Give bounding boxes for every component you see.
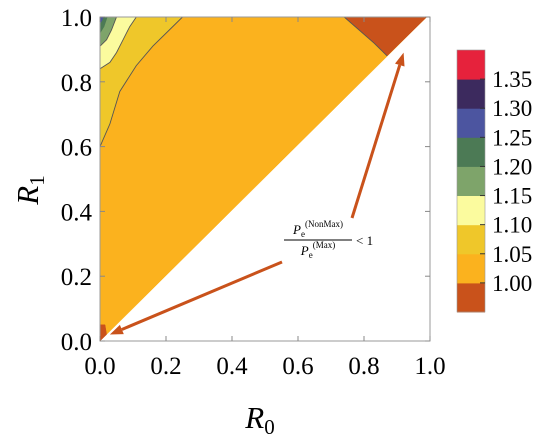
contour-regions bbox=[100, 17, 428, 341]
ratio-relation: < 1 bbox=[356, 233, 373, 248]
plot-frame bbox=[99, 16, 431, 342]
numerator-sup: (NonMax) bbox=[305, 219, 343, 229]
x-tick-label: 0.4 bbox=[216, 353, 248, 380]
x-tick-label: 0.0 bbox=[84, 353, 115, 380]
x-tick-label: 0.2 bbox=[150, 353, 181, 380]
ratio-annotation: Pe(NonMax) Pe(Max) < 1 bbox=[109, 52, 405, 335]
colorbar-label: 1.00 bbox=[492, 271, 532, 296]
x-axis-title: R0 bbox=[244, 400, 274, 439]
y-tick-label: 1.0 bbox=[61, 5, 92, 32]
y-tick-label: 0.8 bbox=[61, 70, 92, 97]
colorbar-swatch bbox=[457, 195, 485, 226]
y-tick-label: 0.4 bbox=[61, 199, 93, 226]
colorbar-swatch bbox=[457, 137, 485, 167]
x-tick-label: 1.0 bbox=[414, 353, 445, 380]
y-axis-title-base: R bbox=[10, 186, 45, 206]
y-tick-label: 0.0 bbox=[61, 329, 92, 356]
colorbar-label: 1.30 bbox=[492, 96, 532, 121]
colorbar-label: 1.10 bbox=[492, 213, 532, 238]
colorbar-swatch bbox=[457, 282, 485, 313]
denominator-sub: e bbox=[309, 250, 313, 260]
contour-line-1 bbox=[100, 17, 137, 70]
numerator-sub: e bbox=[301, 229, 305, 239]
contour-line-0 bbox=[100, 17, 183, 147]
numerator-base: P bbox=[292, 222, 301, 237]
contour-region-0 bbox=[100, 17, 428, 341]
colorbar-swatch bbox=[457, 224, 485, 255]
contour-region-4 bbox=[100, 17, 108, 34]
colorbar-swatch bbox=[457, 253, 485, 284]
y-axis-title-sub: 1 bbox=[25, 175, 49, 186]
x-axis-ticks: 0.0 0.2 0.4 0.6 0.8 1.0 bbox=[84, 17, 446, 380]
x-axis-title-sub: 0 bbox=[264, 415, 275, 439]
colorbar-swatch bbox=[457, 166, 485, 196]
annotation-arrows bbox=[109, 52, 405, 335]
colorbar-label: 1.05 bbox=[492, 242, 532, 267]
colorbar-label: 1.20 bbox=[492, 154, 532, 179]
colorbar-swatch bbox=[457, 108, 485, 138]
contour-line-2 bbox=[100, 17, 117, 47]
x-axis-title-base: R bbox=[244, 400, 264, 435]
denominator-sup: (Max) bbox=[313, 240, 336, 250]
colorbar-label: 1.25 bbox=[492, 125, 532, 150]
contour-lines bbox=[100, 17, 388, 147]
colorbar-label: 1.35 bbox=[492, 67, 532, 92]
y-tick-label: 0.6 bbox=[61, 135, 92, 162]
colorbar-swatch bbox=[457, 79, 485, 109]
y-axis-ticks: 0.0 0.2 0.4 0.6 0.8 1.0 bbox=[61, 5, 430, 356]
ratio-denominator: Pe(Max) bbox=[300, 240, 335, 260]
x-tick-label: 0.8 bbox=[348, 353, 379, 380]
colorbar-frame bbox=[456, 49, 486, 313]
contour-region-5 bbox=[100, 17, 104, 24]
arrow-to-origin-region-head bbox=[109, 324, 124, 335]
arrow-to-corner-region-shaft bbox=[350, 64, 402, 219]
contour-region-7 bbox=[100, 324, 107, 341]
y-tick-label: 0.2 bbox=[61, 264, 92, 291]
colorbar: 1.00 1.05 1.10 1.15 1.20 1.25 1.30 1.35 bbox=[456, 49, 532, 313]
colorbar-label: 1.15 bbox=[492, 184, 532, 209]
x-tick-label: 0.6 bbox=[282, 353, 313, 380]
denominator-base: P bbox=[300, 243, 309, 258]
arrow-to-corner-region-head bbox=[395, 52, 405, 67]
ratio-numerator: Pe(NonMax) bbox=[292, 219, 343, 239]
arrow-to-origin-region-shaft bbox=[121, 260, 283, 331]
colorbar-swatch bbox=[457, 50, 485, 80]
ratio-formula: Pe(NonMax) Pe(Max) < 1 bbox=[284, 219, 373, 260]
contour-line-3 bbox=[343, 17, 388, 57]
y-axis-title: R1 bbox=[10, 175, 49, 205]
